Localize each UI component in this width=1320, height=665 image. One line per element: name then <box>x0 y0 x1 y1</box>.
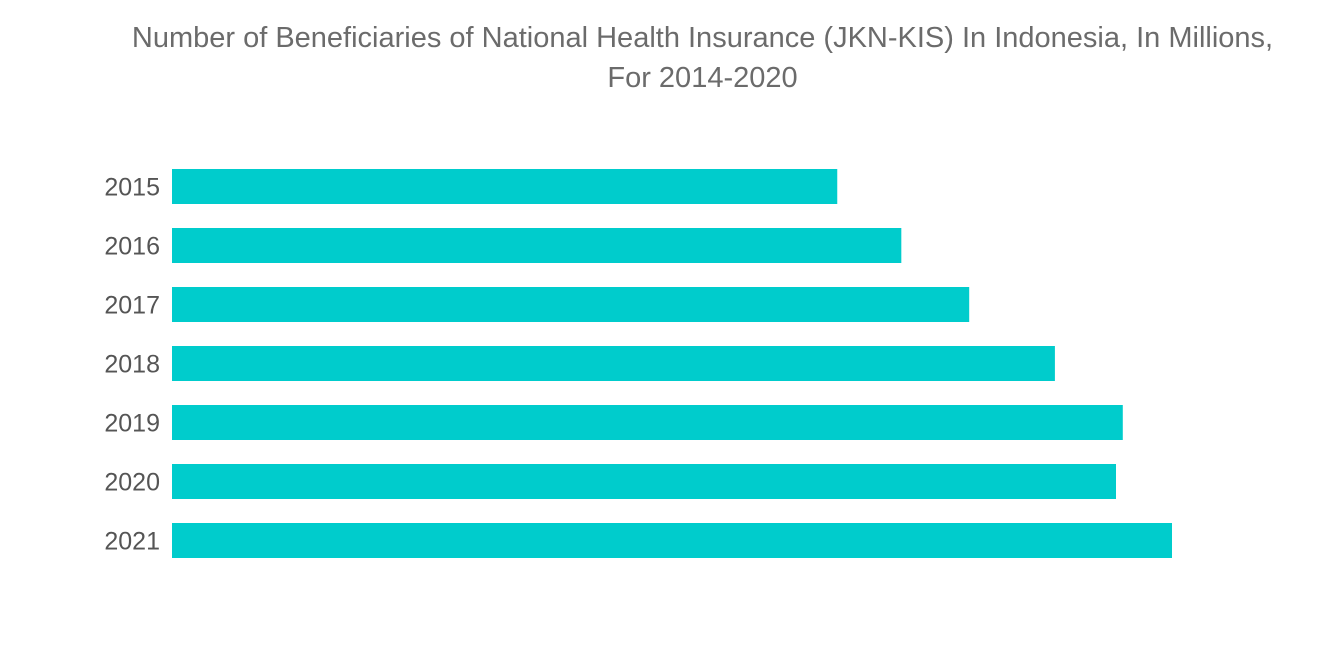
bar-2020 <box>172 464 1116 499</box>
category-label-2016: 2016 <box>104 233 160 261</box>
bar-2017 <box>172 287 970 322</box>
bar-2018 <box>172 346 1055 381</box>
category-label-2015: 2015 <box>104 174 160 202</box>
chart-title: Number of Beneficiaries of National Heal… <box>131 22 1274 94</box>
category-label-2019: 2019 <box>104 410 160 438</box>
bar-2019 <box>172 405 1123 440</box>
category-label-2020: 2020 <box>104 469 160 497</box>
category-labels-group: 2015 2016 2017 2018 2019 2020 2021 <box>104 174 160 556</box>
category-label-2021: 2021 <box>104 528 160 556</box>
bars-group <box>172 169 1172 558</box>
category-label-2017: 2017 <box>104 292 160 320</box>
category-label-2018: 2018 <box>104 351 160 379</box>
bar-2021 <box>172 523 1172 558</box>
bar-2016 <box>172 228 902 263</box>
bar-2015 <box>172 169 838 204</box>
